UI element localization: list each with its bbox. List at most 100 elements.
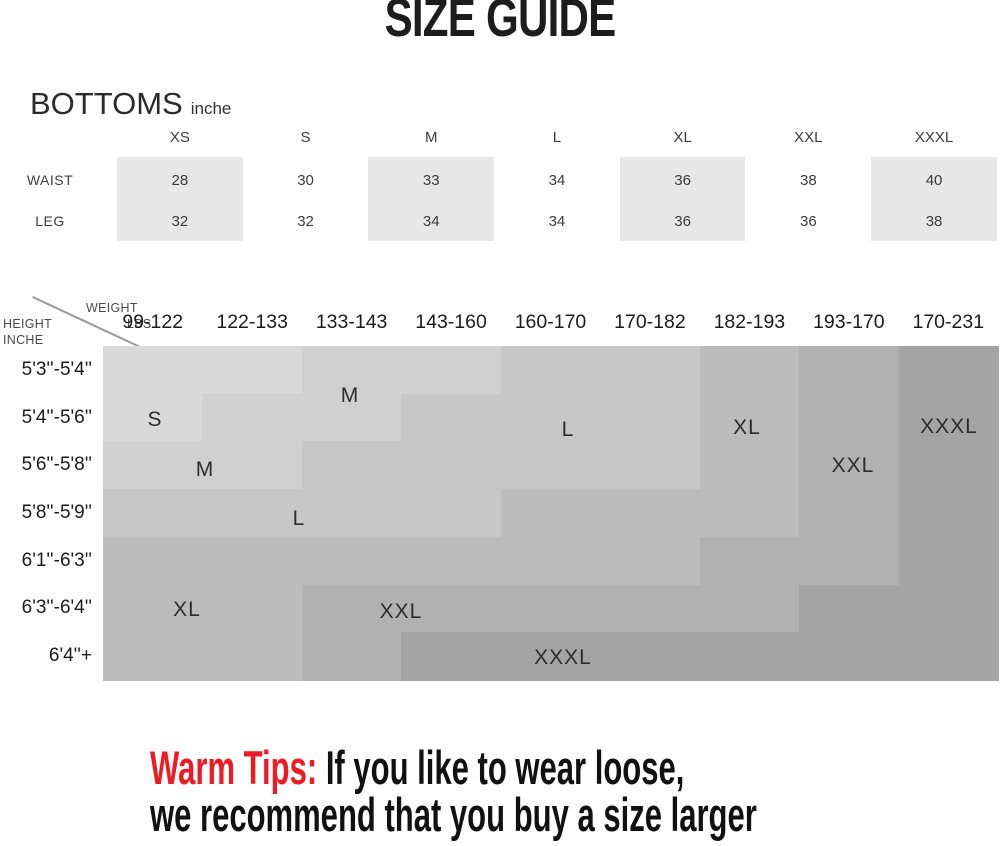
size-zone-cell — [202, 489, 303, 538]
size-zone-cell — [103, 489, 204, 538]
leg-value: 36 — [674, 213, 691, 230]
bottoms-heading: BOTTOMS — [30, 86, 183, 121]
size-column-header: XL — [673, 129, 692, 146]
warm-tips-line2: we recommend that you buy a size larger — [150, 788, 757, 841]
leg-value: 34 — [422, 213, 440, 230]
size-zone-cell — [500, 584, 601, 633]
size-zone-cell — [301, 536, 402, 586]
waist-value: 28 — [171, 172, 189, 189]
waist-value: 34 — [548, 172, 566, 189]
size-zone-cell — [898, 393, 999, 443]
size-zone-cell — [699, 584, 800, 633]
size-zone-cell — [799, 393, 900, 443]
size-zone-cell — [898, 489, 999, 538]
height-range-label: 6'3''-6'4'' — [21, 597, 92, 619]
weight-range-label: 122-133 — [216, 311, 288, 333]
size-zone-cell — [600, 441, 701, 490]
size-zone-cell — [401, 536, 502, 586]
size-zone-cell — [103, 632, 204, 681]
leg-value: 38 — [925, 213, 943, 230]
size-zone-cell — [699, 393, 800, 443]
table-row-label: WAIST — [26, 172, 74, 188]
weight-range-label: 170-231 — [912, 311, 985, 333]
size-zone-cell — [898, 536, 999, 586]
size-zone-label: XL — [733, 416, 761, 439]
shaded-column-box — [619, 157, 746, 241]
height-range-label: 5'3''-5'4'' — [21, 358, 92, 380]
size-column-header: XXXL — [914, 129, 954, 146]
size-zone-cell — [301, 441, 402, 490]
shaded-column-box — [871, 157, 997, 241]
size-zone-cell — [500, 346, 601, 395]
size-zone-cell — [301, 489, 402, 538]
weight-axis-label: WEIGHT — [86, 301, 138, 315]
size-zone-cell — [799, 346, 900, 395]
size-zone-cell — [401, 584, 502, 633]
warm-tips-line1: Warm Tips: If you like to wear loose, — [150, 744, 757, 791]
size-zone-cell — [898, 584, 999, 633]
size-zone-cell — [600, 393, 701, 443]
size-zone-cell — [898, 441, 999, 490]
size-zone-cell — [401, 393, 502, 443]
size-zone-cell — [500, 632, 601, 681]
warm-tips-line1-rest: If you like to wear loose, — [317, 741, 685, 794]
waist-value: 36 — [674, 172, 691, 189]
size-zone-cell — [500, 489, 601, 538]
size-column-header: L — [552, 129, 562, 146]
waist-value: 38 — [800, 172, 817, 189]
size-zone-cell — [799, 441, 900, 490]
size-zone-cell — [699, 632, 800, 681]
sizes-table: WAIST LEG XS 28 32 S 30 32 M 33 34 L 34 34 XL 36 36 XXL 38… — [0, 125, 1000, 245]
weight-range-label: 160-170 — [514, 311, 587, 333]
leg-value: 34 — [548, 213, 566, 230]
leg-value: 32 — [171, 213, 189, 230]
size-zone-cell — [699, 441, 800, 490]
size-zone-cell — [600, 489, 701, 538]
size-zone-cell — [699, 536, 800, 586]
size-zone-cell — [799, 489, 900, 538]
size-column-header: S — [300, 129, 311, 146]
height-range-label: 5'6''-5'8'' — [21, 454, 92, 476]
waist-value: 30 — [297, 172, 314, 189]
size-zone-cell — [500, 393, 601, 443]
inche-label: INCHE — [3, 333, 44, 347]
size-zone-cell — [202, 346, 303, 395]
weight-range-label: 170-182 — [614, 311, 686, 333]
size-zone-label: XXXL — [534, 646, 592, 669]
size-zone-cell — [301, 393, 402, 443]
shaded-column-box — [368, 157, 495, 241]
size-zone-label: M — [340, 384, 360, 407]
leg-value: 36 — [800, 213, 817, 230]
size-zone-cell — [600, 584, 701, 633]
size-zone-label: XXL — [379, 600, 423, 623]
size-zone-cell — [799, 536, 900, 586]
size-zone-cell — [401, 441, 502, 490]
page-title-row: SIZE GUIDE — [0, 0, 1000, 48]
size-zone-cell — [898, 632, 999, 681]
size-zone-label: L — [561, 418, 575, 441]
weight-axis-ticks: 99-122 122-133 133-143 143-160 160-170 170-18… — [103, 311, 998, 337]
unit-label: inche — [190, 99, 232, 118]
height-axis-ticks: 5'3''-5'4'' 5'4''-5'6'' 5'6''-5'8'' 5'8''-5… — [0, 346, 96, 680]
shaded-column-box — [117, 157, 243, 241]
size-zone-cell — [401, 632, 502, 681]
size-zone-label: M — [195, 458, 215, 481]
height-weight-chart: S M M L L XL XXL XXXL XL XXL XXXL — [103, 346, 999, 681]
weight-range-label: 143-160 — [415, 311, 487, 333]
table-row-label: LEG — [35, 213, 65, 229]
size-zone-cell — [699, 489, 800, 538]
size-zone-label: L — [292, 507, 306, 530]
size-zone-cell — [600, 632, 701, 681]
size-zone-cell — [799, 632, 900, 681]
size-zone-cell — [103, 584, 204, 633]
page-title: SIZE GUIDE — [384, 0, 617, 48]
weight-range-label: 133-143 — [315, 311, 388, 333]
size-zone-cell — [103, 536, 204, 586]
size-zone-cell — [401, 346, 502, 395]
warm-tips: Warm Tips: If you like to wear loose, we… — [150, 744, 1000, 838]
size-zone-cell — [103, 441, 204, 490]
size-zone-label: XL — [173, 598, 201, 621]
size-zone-label: XXXL — [920, 415, 978, 438]
weight-range-label: 182-193 — [713, 311, 786, 333]
